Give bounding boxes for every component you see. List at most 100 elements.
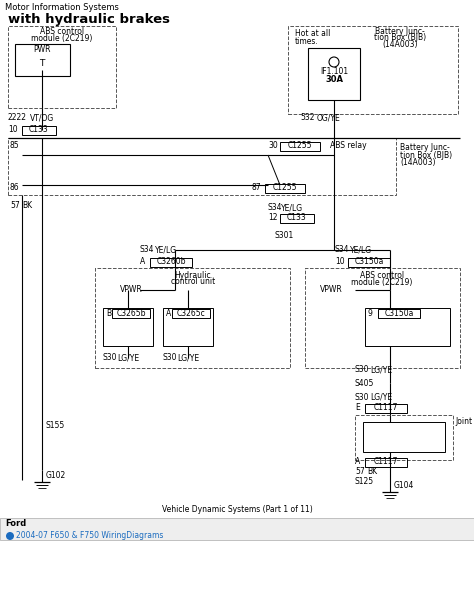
Text: LG/YE: LG/YE <box>370 393 392 402</box>
Bar <box>15 44 70 76</box>
Text: S125: S125 <box>355 477 374 486</box>
Text: 30A: 30A <box>325 76 343 84</box>
Text: 10: 10 <box>8 126 18 134</box>
Text: 12: 12 <box>268 214 277 223</box>
Text: 30: 30 <box>268 142 278 151</box>
Text: Hot at all: Hot at all <box>295 30 330 39</box>
Text: B: B <box>106 308 111 318</box>
Text: A: A <box>355 458 360 466</box>
Bar <box>150 258 192 267</box>
Text: tion Box (BJB): tion Box (BJB) <box>400 151 452 159</box>
Text: G102: G102 <box>46 471 66 481</box>
Circle shape <box>6 532 14 540</box>
Bar <box>95 268 290 368</box>
Text: 57: 57 <box>355 468 365 477</box>
Text: 2004-07 F650 & F750 WiringDiagrams: 2004-07 F650 & F750 WiringDiagrams <box>16 531 164 540</box>
Text: VPWR: VPWR <box>320 286 343 295</box>
Text: Joint connector 1: Joint connector 1 <box>455 418 474 427</box>
Text: 85: 85 <box>10 142 19 151</box>
Text: YE/LG: YE/LG <box>350 246 372 255</box>
Text: S405: S405 <box>355 378 374 387</box>
Bar <box>8 26 116 108</box>
Text: YE/LG: YE/LG <box>155 246 177 255</box>
Text: 10: 10 <box>335 258 345 267</box>
Bar <box>363 422 445 452</box>
Bar <box>378 309 420 318</box>
Text: Motor Information Systems: Motor Information Systems <box>5 4 119 12</box>
Text: 86: 86 <box>10 183 19 193</box>
Text: OG/YE: OG/YE <box>317 114 341 123</box>
Bar <box>365 404 407 413</box>
Bar <box>365 458 407 467</box>
Bar <box>288 26 458 114</box>
Text: E: E <box>355 403 360 412</box>
Text: with hydraulic brakes: with hydraulic brakes <box>8 14 170 27</box>
Text: C1255: C1255 <box>288 142 312 151</box>
Text: Vehicle Dynamic Systems (Part 1 of 11): Vehicle Dynamic Systems (Part 1 of 11) <box>162 506 312 515</box>
Text: S155: S155 <box>46 421 65 430</box>
Text: IF1.101: IF1.101 <box>320 67 348 77</box>
Text: S34: S34 <box>140 246 155 255</box>
Text: Ford: Ford <box>5 519 26 528</box>
Text: S301: S301 <box>275 230 294 240</box>
Text: S30: S30 <box>103 353 118 362</box>
Text: S30: S30 <box>355 393 370 402</box>
Text: 532: 532 <box>300 114 315 123</box>
Text: ABS control: ABS control <box>40 27 84 36</box>
Text: C1255: C1255 <box>273 183 297 193</box>
Text: VPWR: VPWR <box>120 286 143 295</box>
Text: module (2C219): module (2C219) <box>31 33 93 42</box>
Bar <box>305 268 460 368</box>
Text: C133: C133 <box>29 126 49 134</box>
Bar <box>0 518 474 540</box>
Text: 87: 87 <box>252 183 262 193</box>
Text: C1117: C1117 <box>374 403 398 412</box>
Text: 57: 57 <box>10 201 20 209</box>
Bar <box>348 258 390 267</box>
Text: ABS control: ABS control <box>360 271 404 280</box>
Text: A: A <box>140 258 145 267</box>
Text: Battery Junc-: Battery Junc- <box>375 27 425 36</box>
Text: C3150a: C3150a <box>384 308 414 318</box>
Bar <box>103 308 153 346</box>
Bar <box>280 142 320 151</box>
Bar <box>8 138 396 195</box>
Text: Battery Junc-: Battery Junc- <box>400 143 450 152</box>
Text: T: T <box>39 58 45 67</box>
Bar <box>172 309 210 318</box>
Text: VT/OG: VT/OG <box>30 114 54 123</box>
Text: C3265b: C3265b <box>116 308 146 318</box>
Text: C1117: C1117 <box>374 458 398 466</box>
Text: YE/LG: YE/LG <box>281 203 303 212</box>
Bar <box>355 415 453 460</box>
Bar <box>22 126 56 135</box>
Text: LG/YE: LG/YE <box>370 365 392 374</box>
Text: BK: BK <box>22 201 32 209</box>
Bar <box>280 214 314 223</box>
Text: tion Box (BJB): tion Box (BJB) <box>374 33 426 42</box>
Text: (14A003): (14A003) <box>400 158 436 167</box>
Text: A: A <box>166 308 171 318</box>
Text: times.: times. <box>295 36 319 45</box>
Text: C133: C133 <box>287 214 307 223</box>
Text: 2222: 2222 <box>8 114 27 123</box>
Text: S34: S34 <box>268 203 283 212</box>
Bar <box>365 308 450 346</box>
Text: C3150a: C3150a <box>354 258 383 267</box>
Text: C3260b: C3260b <box>156 258 186 267</box>
Bar <box>112 309 150 318</box>
Bar <box>265 184 305 193</box>
Text: module (2C219): module (2C219) <box>351 277 413 287</box>
Text: Hydraulic: Hydraulic <box>175 271 211 280</box>
Text: (14A003): (14A003) <box>382 40 418 49</box>
Text: LG/YE: LG/YE <box>117 353 139 362</box>
Text: BK: BK <box>367 468 377 477</box>
Text: S34: S34 <box>335 246 349 255</box>
Text: S30: S30 <box>163 353 177 362</box>
Text: LG/YE: LG/YE <box>177 353 199 362</box>
Bar <box>308 48 360 100</box>
Bar <box>163 308 213 346</box>
Text: PWR: PWR <box>33 45 51 55</box>
Text: ABS relay: ABS relay <box>330 142 366 151</box>
Text: C3265c: C3265c <box>177 308 205 318</box>
